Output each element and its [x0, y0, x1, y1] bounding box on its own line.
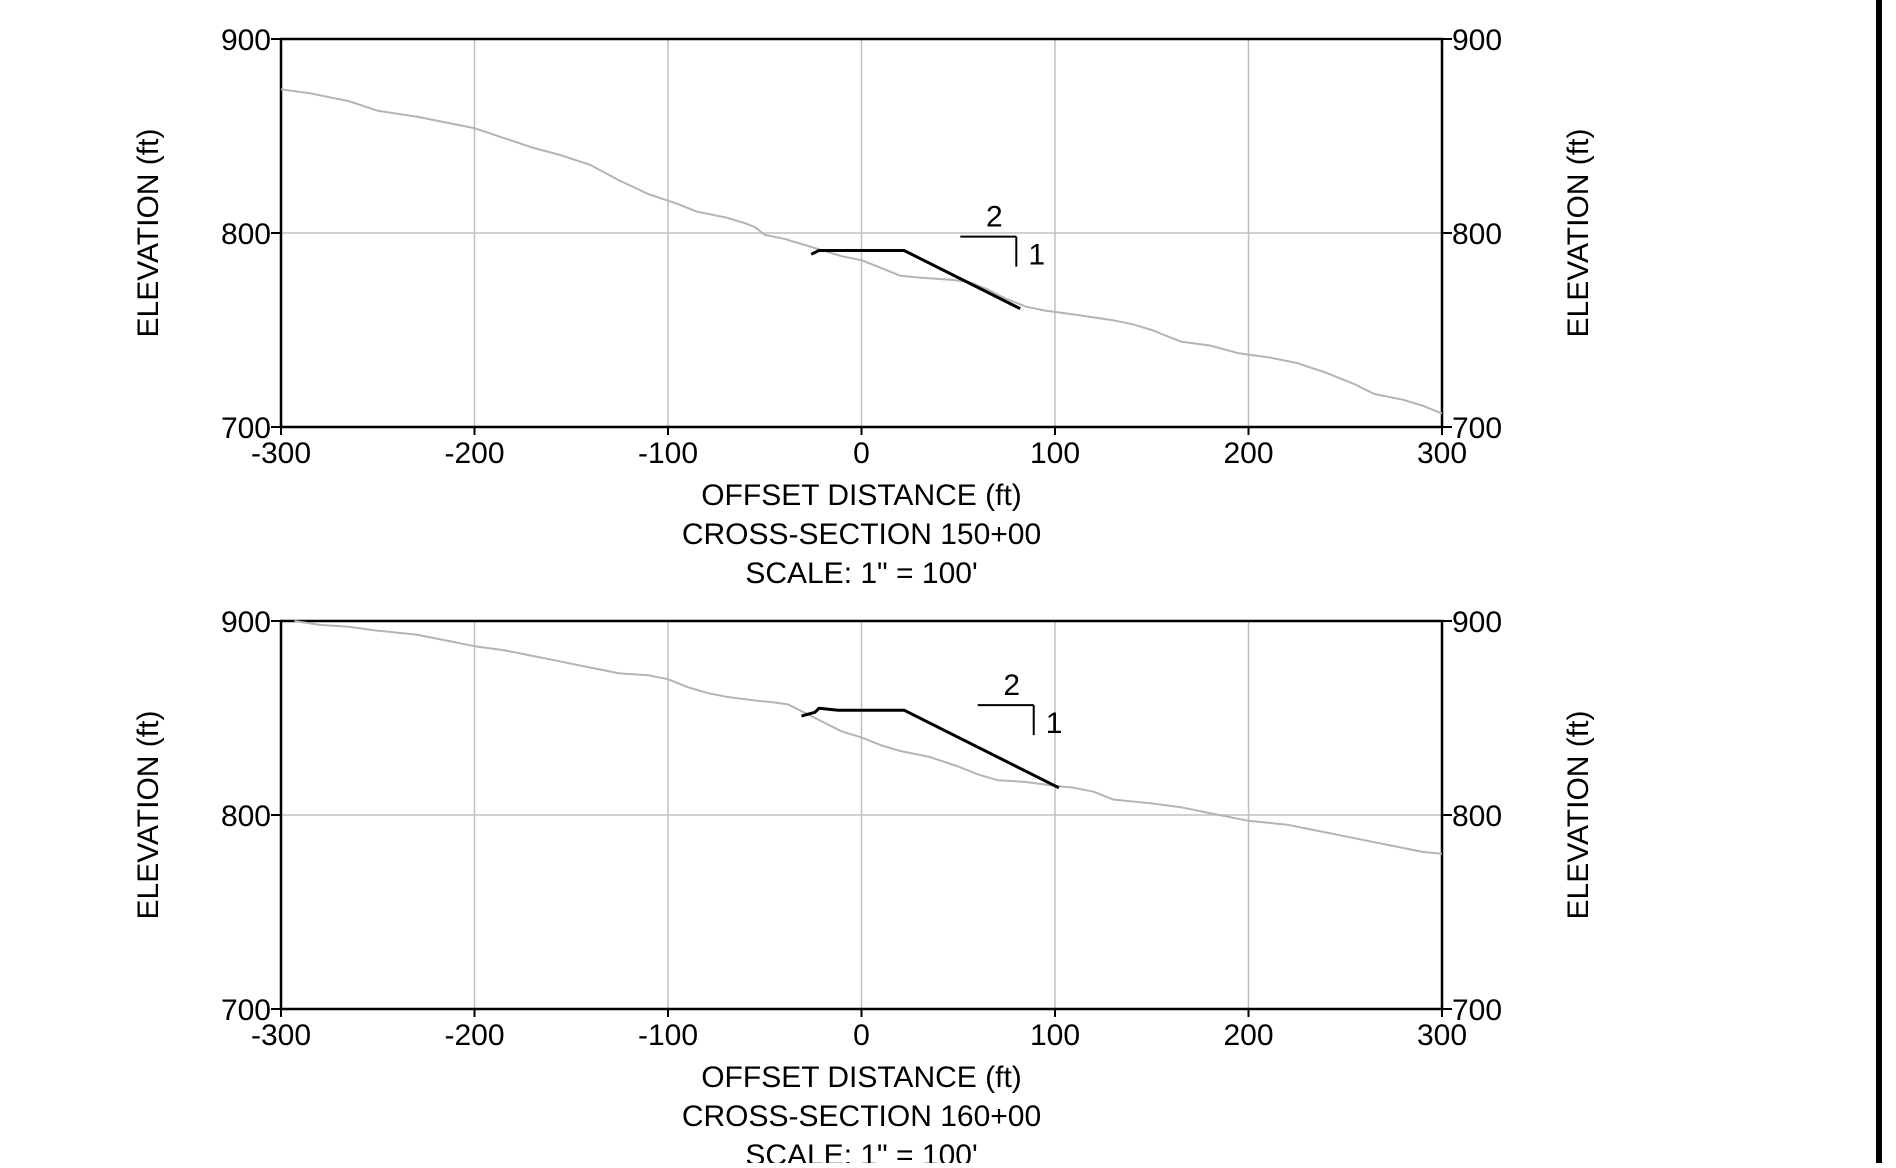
chart1-y-axis-title-left: ELEVATION (ft): [132, 129, 165, 338]
chart2-y-tick-label-right: 800: [1452, 800, 1502, 833]
chart1-x-tick-label: -100: [638, 437, 698, 470]
chart1-y-tick-label-right: 700: [1452, 412, 1502, 445]
sheet-border-right: [1876, 0, 1882, 1163]
chart2-design-section-line: [801, 706, 1060, 790]
chart1-x-axis-title: OFFSET DISTANCE (ft): [701, 479, 1022, 512]
chart2-y-tick-label-right: 900: [1452, 606, 1502, 639]
chart1-ground-profile-line: [280, 88, 1443, 415]
chart2-y-tick-label-left: 900: [221, 606, 271, 639]
chart1-slope-rise-label: 1: [1028, 239, 1045, 272]
chart1-x-tick-label: -200: [444, 437, 504, 470]
chart1-x-tick-label: 200: [1223, 437, 1273, 470]
chart1-x-tick-label: 300: [1417, 437, 1467, 470]
chart1-x-tick-label: 0: [853, 437, 870, 470]
chart1-y-tick-label-left: 900: [221, 24, 271, 57]
chart2-x-tick-label: -200: [444, 1019, 504, 1052]
chart1-design-section-line: [810, 249, 1021, 311]
chart2-y-axis-title-right: ELEVATION (ft): [1562, 711, 1595, 920]
chart1-y-tick-label-left: 800: [221, 218, 271, 251]
chart1-y-tick-label-right: 900: [1452, 24, 1502, 57]
chart2-y-tick-label-left: 700: [221, 994, 271, 1027]
chart2-x-tick-label: 100: [1030, 1019, 1080, 1052]
chart2-caption-line: CROSS-SECTION 160+00: [682, 1100, 1041, 1133]
chart2-x-tick-label: -300: [251, 1019, 311, 1052]
chart1-x-tick-label: -300: [251, 437, 311, 470]
chart1-y-tick-label-left: 700: [221, 412, 271, 445]
chart2-x-tick-label: 0: [853, 1019, 870, 1052]
chart2-x-tick-label: 200: [1223, 1019, 1273, 1052]
chart2-y-tick-label-left: 800: [221, 800, 271, 833]
chart1-caption-line: SCALE: 1" = 100': [745, 557, 977, 590]
chart2-caption-line: SCALE: 1" = 100': [745, 1139, 977, 1163]
chart1-caption-line: CROSS-SECTION 150+00: [682, 518, 1041, 551]
chart1-x-tick-label: 100: [1030, 437, 1080, 470]
chart2-y-axis-title-left: ELEVATION (ft): [132, 711, 165, 920]
chart2-ground-profile-line: [294, 620, 1443, 855]
chart2-x-tick-label: 300: [1417, 1019, 1467, 1052]
chart2-slope-run-label: 2: [1003, 669, 1020, 702]
chart2-slope-rise-label: 1: [1046, 707, 1063, 740]
chart2-y-tick-label-right: 700: [1452, 994, 1502, 1027]
chart2-x-tick-label: -100: [638, 1019, 698, 1052]
chart1-slope-run-label: 2: [986, 201, 1003, 234]
chart2-x-axis-title: OFFSET DISTANCE (ft): [701, 1061, 1022, 1094]
chart1-y-tick-label-right: 800: [1452, 218, 1502, 251]
chart1-y-axis-title-right: ELEVATION (ft): [1562, 129, 1595, 338]
